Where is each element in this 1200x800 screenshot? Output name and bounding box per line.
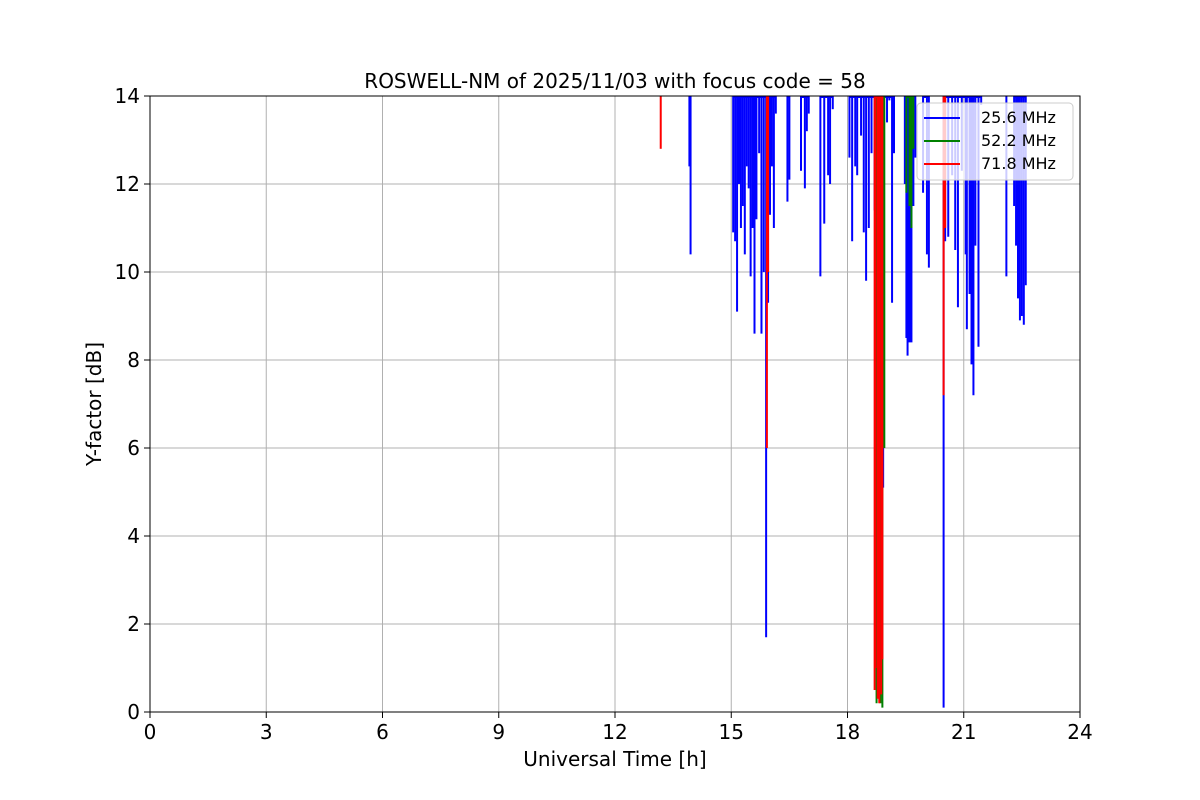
x-tick-label: 9 bbox=[492, 720, 505, 744]
legend-label-25-6: 25.6 MHz bbox=[981, 108, 1056, 127]
y-tick-label: 2 bbox=[127, 612, 140, 636]
y-tick-label: 0 bbox=[127, 700, 140, 724]
legend-label-71-8: 71.8 MHz bbox=[981, 154, 1056, 173]
y-tick-label: 4 bbox=[127, 524, 140, 548]
legend-box bbox=[916, 102, 1074, 181]
x-axis-label: Universal Time [h] bbox=[523, 747, 706, 771]
x-tick-label: 12 bbox=[602, 720, 627, 744]
y-tick-label: 8 bbox=[127, 348, 140, 372]
y-axis-label: Y-factor [dB] bbox=[82, 342, 106, 467]
y-tick-label: 10 bbox=[115, 260, 140, 284]
x-tick-label: 0 bbox=[144, 720, 157, 744]
x-tick-label: 21 bbox=[951, 720, 976, 744]
series-71-8-mhz bbox=[659, 96, 947, 704]
legend-label-52-2: 52.2 MHz bbox=[981, 131, 1056, 150]
x-tick-label: 3 bbox=[260, 720, 273, 744]
x-tick-label: 18 bbox=[835, 720, 860, 744]
x-tick-label: 6 bbox=[376, 720, 389, 744]
x-tick-label: 24 bbox=[1067, 720, 1092, 744]
x-axis: 0 3 6 9 12 15 18 21 24 bbox=[144, 712, 1093, 744]
y-axis: 0 2 4 6 8 10 12 14 bbox=[115, 84, 150, 724]
y-tick-label: 12 bbox=[115, 172, 140, 196]
x-tick-label: 15 bbox=[719, 720, 744, 744]
y-tick-label: 14 bbox=[115, 84, 140, 108]
chart-title: ROSWELL-NM of 2025/11/03 with focus code… bbox=[364, 69, 865, 93]
y-tick-label: 6 bbox=[127, 436, 140, 460]
legend: 25.6 MHz 52.2 MHz 71.8 MHz bbox=[916, 102, 1074, 181]
